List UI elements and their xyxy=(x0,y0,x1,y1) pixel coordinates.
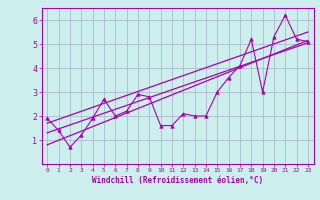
X-axis label: Windchill (Refroidissement éolien,°C): Windchill (Refroidissement éolien,°C) xyxy=(92,176,263,185)
